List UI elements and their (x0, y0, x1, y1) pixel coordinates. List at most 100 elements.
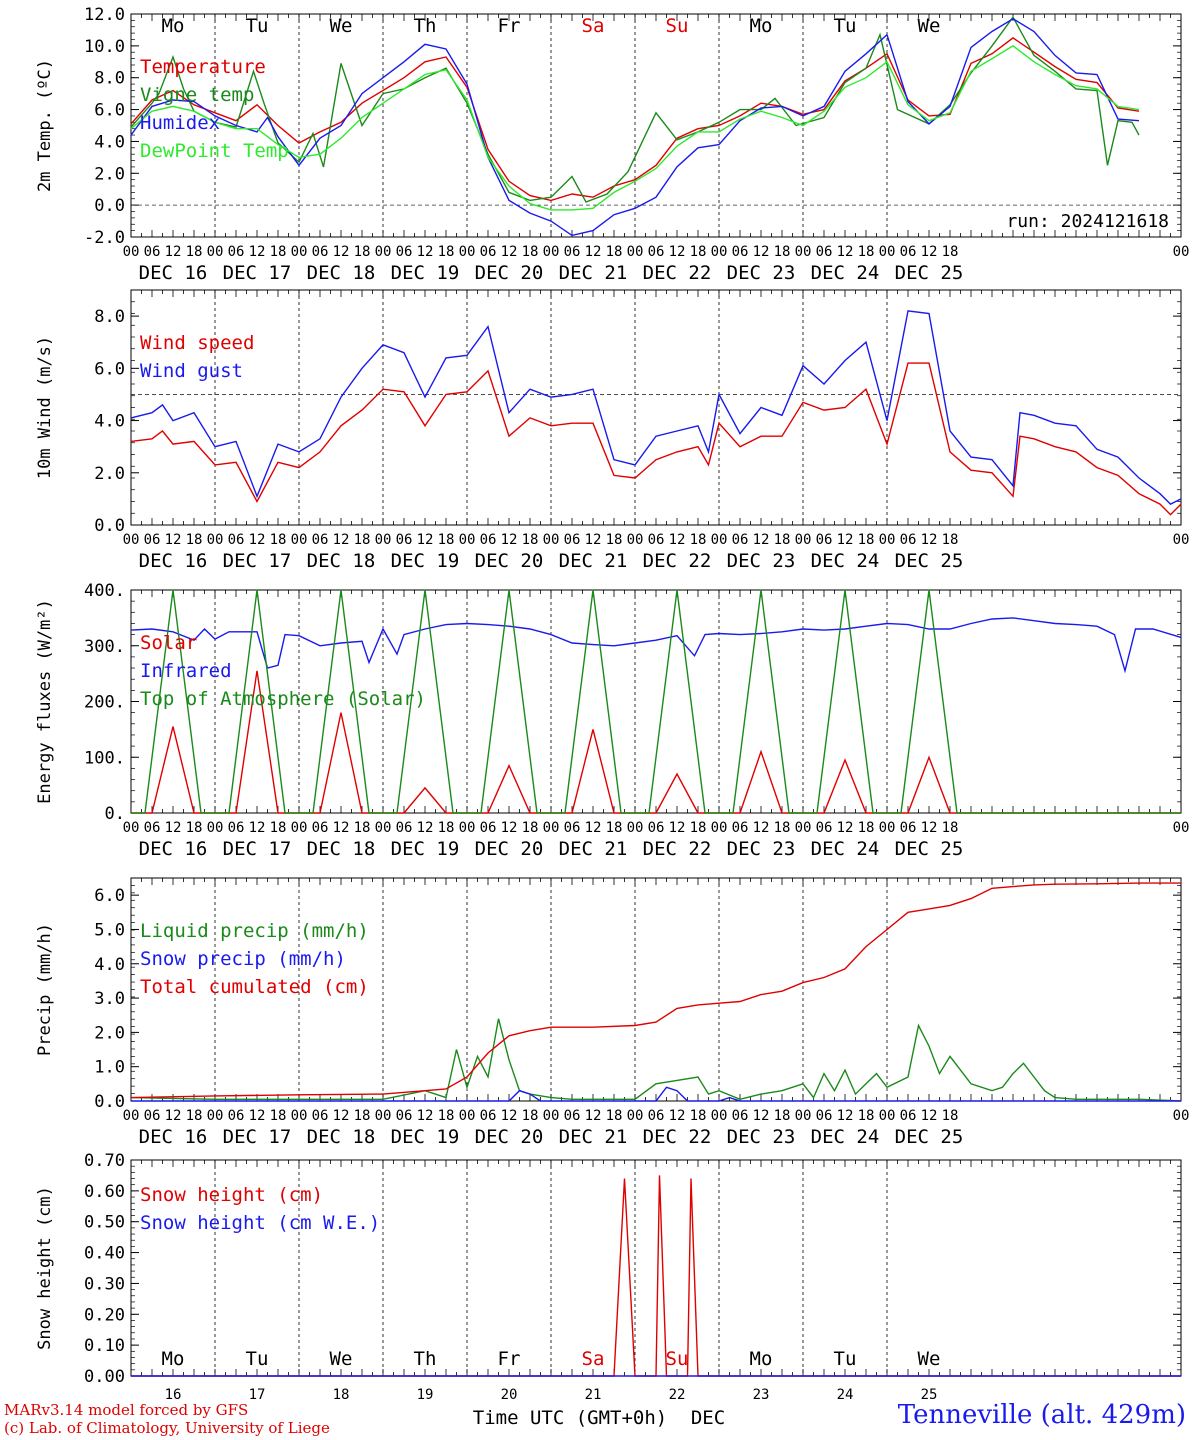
x-hour-label: 12 (585, 820, 602, 836)
x-date-label: DEC 23 (727, 550, 796, 572)
x-hour-label: 18 (774, 532, 791, 548)
legend-entry: Infrared (140, 660, 232, 682)
y-axis-label: 10m Wind (m/s) (35, 336, 55, 479)
legend-entry: Humidex (140, 112, 220, 134)
x-hour-label: 18 (438, 532, 455, 548)
x-hour-label: 06 (732, 1108, 749, 1124)
weekday-label: Mo (162, 15, 185, 37)
x-hour-label: 00 (711, 532, 728, 548)
station-title: Tenneville (alt. 429m) (897, 1400, 1186, 1430)
x-date-label: DEC 16 (139, 1126, 208, 1148)
x-hour-label: 18 (942, 1108, 959, 1124)
x-hour-label: 00 (207, 820, 224, 836)
x-hour-label: 06 (648, 532, 665, 548)
x-hour-label: 00 (291, 244, 308, 260)
x-hour-label: 06 (648, 820, 665, 836)
x-hour-label: 06 (900, 244, 917, 260)
x-hour-label: 06 (228, 1108, 245, 1124)
day-number-label: 23 (753, 1387, 770, 1403)
x-hour-label: 00 (207, 532, 224, 548)
weekday-label: Tu (246, 15, 269, 37)
x-date-label: DEC 25 (895, 262, 964, 284)
day-number-label: 22 (669, 1387, 686, 1403)
x-date-label: DEC 23 (727, 1126, 796, 1148)
x-hour-label: 00 (123, 532, 140, 548)
x-hour-label: 18 (354, 1108, 371, 1124)
x-hour-label: 06 (396, 532, 413, 548)
x-hour-label: 18 (690, 244, 707, 260)
plot-frame (130, 13, 1182, 238)
x-date-label: DEC 21 (559, 1126, 628, 1148)
x-hour-label: 12 (165, 820, 182, 836)
weekday-label: Th (414, 1348, 437, 1370)
weekday-label: Tu (834, 15, 857, 37)
y-tick-label: 4.0 (94, 412, 125, 432)
y-tick-label: 1.0 (94, 1058, 125, 1078)
x-hour-label: 06 (144, 244, 161, 260)
y-tick-label: 8.0 (94, 307, 125, 327)
x-date-label: DEC 20 (475, 838, 544, 860)
legend-entry: Vigne temp (140, 84, 254, 106)
x-hour-label: 00 (627, 532, 644, 548)
x-hour-label: 12 (669, 1108, 686, 1124)
y-tick-label: 0.20 (84, 1305, 125, 1325)
run-label: run: 2024121618 (1006, 211, 1169, 232)
x-hour-label: 06 (816, 244, 833, 260)
x-hour-label: 06 (900, 532, 917, 548)
x-hour-label: 06 (564, 244, 581, 260)
x-hour-label: 18 (270, 1108, 287, 1124)
y-tick-label: 8.0 (94, 69, 125, 89)
x-date-label: DEC 16 (139, 262, 208, 284)
x-hour-label: 00 (879, 244, 896, 260)
x-hour-label: 18 (270, 820, 287, 836)
x-hour-label: 00 (543, 820, 560, 836)
x-hour-label: 18 (690, 532, 707, 548)
x-hour-label: 00 (711, 820, 728, 836)
x-hour-label: 12 (753, 532, 770, 548)
y-axis-label: Precip (mm/h) (35, 923, 55, 1056)
y-tick-label: -2.0 (84, 228, 125, 248)
x-date-label: DEC 22 (643, 262, 712, 284)
x-date-label: DEC 25 (895, 550, 964, 572)
x-hour-label: 12 (501, 820, 518, 836)
day-number-label: 20 (501, 1387, 518, 1403)
x-hour-label: 12 (921, 244, 938, 260)
y-tick-label: 6.0 (94, 101, 125, 121)
x-hour-label: 00 (459, 532, 476, 548)
x-date-label: DEC 20 (475, 550, 544, 572)
x-hour-label: 18 (942, 532, 959, 548)
x-hour-label: 18 (606, 244, 623, 260)
x-hour-label: 12 (753, 820, 770, 836)
weekday-label: Tu (834, 1348, 857, 1370)
x-hour-label: 00 (879, 532, 896, 548)
x-hour-label: 18 (690, 820, 707, 836)
x-hour-label: 00 (627, 820, 644, 836)
x-hour-label: 18 (186, 1108, 203, 1124)
y-tick-label: 100. (84, 748, 125, 768)
x-hour-label: 06 (144, 820, 161, 836)
x-hour-label: 12 (333, 1108, 350, 1124)
x-hour-label: 06 (144, 1108, 161, 1124)
y-tick-label: 2.0 (94, 1023, 125, 1043)
panel-3: 0. 100. 200. 300. 400. Energy fluxes (W/m²) So… (35, 581, 1189, 860)
x-hour-label: 00 (375, 244, 392, 260)
legend-entry: Snow precip (mm/h) (140, 948, 346, 970)
x-hour-label: 00 (879, 1108, 896, 1124)
x-hour-label: 06 (144, 532, 161, 548)
series-line-infrared (130, 617, 1182, 674)
x-date-label: DEC 19 (391, 262, 460, 284)
x-hour-label: 12 (753, 244, 770, 260)
x-hour-label: 18 (522, 244, 539, 260)
x-hour-label: 12 (333, 532, 350, 548)
day-number-label: 16 (165, 1387, 182, 1403)
series-line-wind-gust (130, 310, 1182, 505)
y-tick-label: 400. (84, 581, 125, 601)
x-hour-label: 06 (732, 244, 749, 260)
x-hour-label: 12 (669, 244, 686, 260)
weekday-label: Sa (582, 15, 605, 37)
weekday-label: Th (414, 15, 437, 37)
x-hour-label: 18 (774, 244, 791, 260)
x-hour-label: 06 (816, 1108, 833, 1124)
series-line-total-cumulated-cm- (130, 882, 1181, 1099)
x-date-label: DEC 24 (811, 838, 880, 860)
